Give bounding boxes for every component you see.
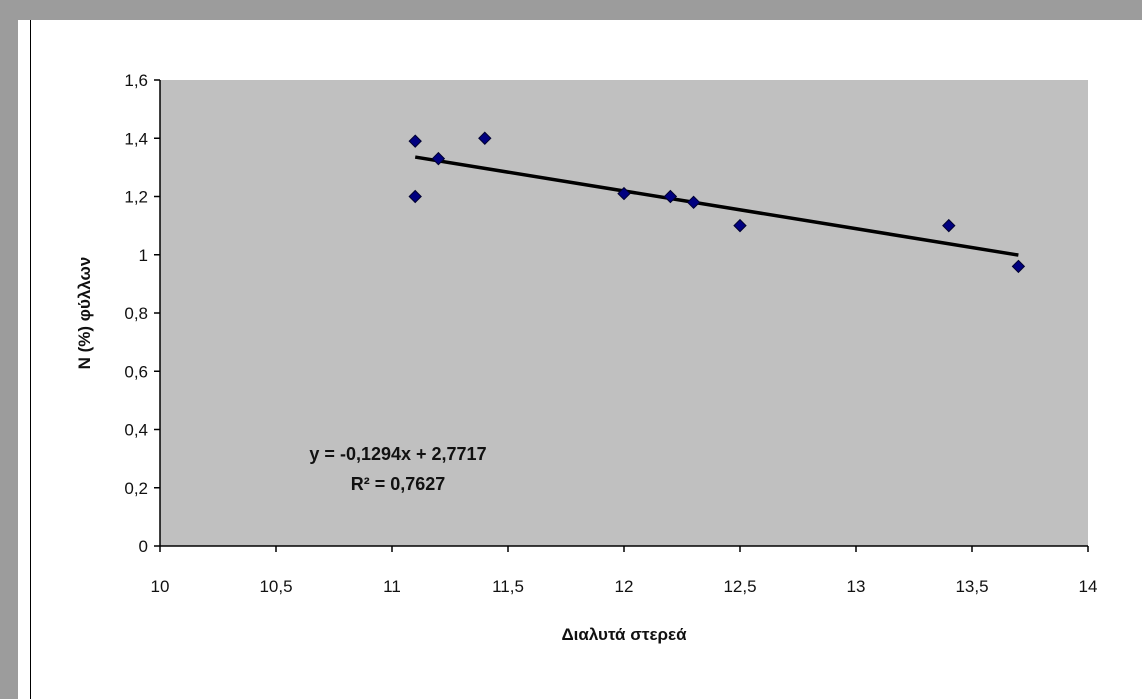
frame-top-border [0,0,1142,20]
data-point [617,186,631,201]
plot-area [160,80,1088,546]
trendline-equation: y = -0,1294x + 2,7717 [309,444,486,464]
trendline [414,155,1019,257]
frame-left-border [0,0,18,699]
data-point [663,189,678,204]
x-axis: 10 10,5 11 11,5 12 12,5 13 13,5 14 [151,545,1098,596]
y-tick-label: 0,4 [124,421,148,440]
trendline-r2: R² = 0,7627 [351,474,446,494]
y-tick-label: 0 [139,537,148,556]
y-tick-label: 1 [139,246,148,265]
data-points [408,131,1026,274]
x-tick-label: 13,5 [955,577,988,596]
data-point [478,131,492,145]
data-point [408,134,422,148]
y-tick-label: 1,6 [124,71,148,90]
x-tick-label: 11,5 [492,577,524,596]
y-tick-label: 1,4 [124,129,148,148]
data-point [942,218,956,233]
x-tick-label: 14 [1079,577,1098,596]
data-point [686,195,701,210]
x-axis-title: Διαλυτά στερεά [561,625,687,644]
y-axis: 0 0,2 0,4 0,6 0,8 1 1,2 1,4 1,6 [124,71,161,556]
x-tick-label: 12 [615,577,634,596]
y-tick-label: 1,2 [124,188,148,207]
x-tick-label: 11 [383,577,401,596]
x-tick-label: 10 [151,577,170,596]
y-tick-label: 0,2 [124,479,148,498]
x-tick-label: 13 [847,577,866,596]
y-axis-title: N (%) φύλλων [75,257,94,370]
trendline-group [414,155,1019,257]
data-point [408,189,422,204]
frame-inner-line [30,20,31,699]
y-tick-label: 0,8 [124,304,148,323]
x-tick-label: 10,5 [259,577,292,596]
y-tick-label: 0,6 [124,362,148,381]
data-point [1011,259,1026,274]
x-tick-label: 12,5 [723,577,756,596]
data-point [431,151,446,166]
data-point [733,218,747,233]
